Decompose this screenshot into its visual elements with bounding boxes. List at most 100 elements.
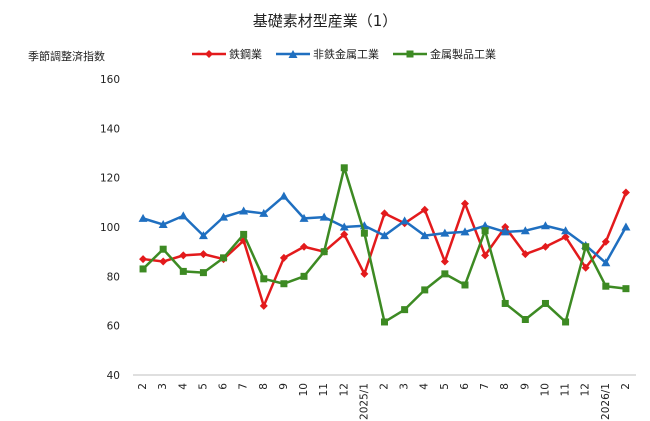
chart-title: 基礎素材型産業（1） — [252, 12, 398, 30]
data-point — [199, 269, 207, 277]
data-point — [401, 306, 409, 314]
data-point — [220, 254, 228, 262]
y-tick-label: 60 — [107, 321, 120, 333]
x-tick-label: 5 — [197, 383, 209, 390]
data-point — [139, 255, 148, 264]
data-point — [601, 237, 610, 246]
data-point — [420, 231, 430, 240]
data-point — [400, 216, 410, 225]
x-tick-label: 12 — [580, 383, 592, 396]
y-axis-label: 季節調整済指数 — [28, 50, 105, 63]
legend-label-metal-products: 金属製品工業 — [430, 48, 496, 61]
data-point — [501, 299, 509, 307]
x-tick-label: 4 — [177, 383, 189, 390]
data-point — [158, 220, 168, 229]
x-tick-label: 9 — [519, 383, 531, 390]
data-point — [219, 212, 229, 221]
data-point — [339, 222, 349, 231]
legend-label-steel: 鉄鋼業 — [229, 48, 262, 61]
data-point — [541, 299, 549, 307]
data-point — [259, 301, 268, 310]
data-point — [501, 223, 510, 231]
data-point — [280, 280, 288, 288]
data-point — [360, 229, 368, 237]
legend-swatch-steel — [192, 50, 226, 58]
data-point — [602, 282, 610, 290]
x-tick-label: 9 — [278, 383, 290, 390]
series-line-2 — [142, 166, 627, 324]
data-point — [199, 250, 208, 259]
data-point — [340, 164, 348, 172]
x-tick-label: 7 — [238, 383, 250, 390]
data-point — [562, 318, 570, 326]
data-point — [561, 226, 571, 235]
data-point — [481, 251, 490, 260]
x-tick-label: 6 — [218, 383, 230, 390]
legend: 鉄鋼業 非鉄金属工業 金属製品工業 — [192, 46, 496, 62]
x-tick-label: 2 — [137, 383, 149, 390]
data-point — [240, 230, 248, 238]
data-point — [581, 263, 590, 272]
data-point — [540, 221, 550, 230]
x-tick-label: 3 — [399, 383, 411, 390]
data-point — [178, 211, 188, 220]
data-point — [622, 285, 630, 293]
data-point — [380, 209, 389, 218]
x-tick-label: 6 — [459, 383, 471, 390]
x-tick-label: 11 — [560, 383, 572, 396]
data-point — [138, 213, 148, 222]
data-point — [460, 199, 469, 208]
data-point — [260, 275, 268, 283]
data-point — [159, 245, 167, 253]
y-tick-label: 160 — [100, 74, 120, 86]
data-point — [259, 208, 269, 217]
y-tick-label: 120 — [100, 173, 120, 185]
data-point — [621, 188, 630, 197]
data-point — [421, 286, 429, 294]
data-point — [300, 272, 308, 280]
data-point — [319, 212, 329, 221]
x-tick-label: 10 — [298, 383, 310, 396]
series-line-1 — [142, 194, 628, 265]
data-point — [461, 281, 469, 289]
y-tick-label: 100 — [100, 222, 120, 234]
data-point — [561, 232, 570, 241]
data-point — [239, 206, 249, 215]
y-tick-label: 80 — [107, 271, 120, 283]
data-point — [340, 230, 349, 239]
x-tick-label: 2025/1 — [358, 383, 370, 420]
data-point — [360, 269, 369, 278]
data-point — [198, 231, 208, 240]
legend-item-metal-products: 金属製品工業 — [393, 46, 496, 62]
data-point — [381, 318, 388, 326]
data-point — [460, 227, 470, 236]
data-point — [500, 227, 510, 236]
data-point — [320, 248, 328, 256]
x-tick-label: 11 — [318, 383, 330, 396]
data-point — [440, 228, 450, 237]
data-point — [279, 191, 289, 200]
data-point — [279, 253, 288, 262]
x-tick-label: 8 — [258, 383, 270, 390]
data-point — [481, 227, 489, 235]
data-point — [300, 242, 309, 251]
data-point — [621, 222, 631, 231]
data-point — [441, 270, 449, 278]
data-point — [159, 257, 168, 266]
data-point — [440, 257, 449, 266]
x-tick-label: 3 — [157, 383, 169, 390]
x-tick-label: 4 — [419, 383, 431, 390]
data-point — [299, 213, 309, 222]
x-tick-label: 2026/1 — [600, 383, 612, 420]
legend-swatch-nonferrous — [276, 50, 310, 58]
data-point — [541, 242, 550, 251]
legend-item-steel: 鉄鋼業 — [192, 46, 262, 62]
x-tick-label: 5 — [439, 383, 451, 390]
x-tick-label: 2 — [379, 383, 391, 390]
x-tick-label: 8 — [499, 383, 511, 390]
data-point — [179, 267, 187, 275]
x-tick-label: 2 — [620, 383, 632, 390]
data-point — [582, 243, 590, 251]
data-point — [521, 250, 530, 259]
